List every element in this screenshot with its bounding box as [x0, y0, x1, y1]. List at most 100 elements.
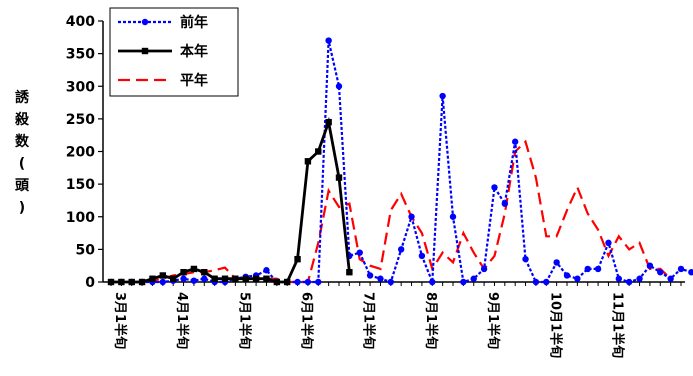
data-point: [138, 278, 146, 286]
data-point: [532, 278, 540, 286]
data-point: [677, 265, 685, 273]
data-point: [470, 275, 477, 282]
data-point: [625, 278, 633, 286]
data-point: [553, 259, 560, 266]
data-point: [118, 278, 125, 286]
y-axis-label-char: 頭: [15, 178, 30, 194]
data-point: [418, 252, 426, 260]
data-point: [429, 278, 436, 286]
y-tick-label: 350: [66, 47, 95, 63]
data-point: [511, 138, 519, 145]
data-point: [211, 275, 218, 282]
data-point: [180, 269, 187, 276]
y-axis-label-char: 殺: [14, 111, 30, 128]
data-point: [574, 275, 581, 282]
data-point: [335, 174, 343, 181]
y-tick-label: 50: [76, 242, 96, 258]
x-tick-label: 5月1半旬: [236, 292, 252, 349]
data-point: [615, 275, 623, 282]
y-axis-label-char: (: [19, 156, 25, 172]
data-point: [636, 275, 643, 282]
data-point: [252, 275, 260, 282]
data-point: [563, 272, 571, 279]
data-point: [190, 277, 198, 284]
data-point: [304, 278, 312, 286]
axes: 0 50 100 150 200 250 300 350 400 3月1半旬 4月1半旬 5月1半旬 6…: [66, 14, 685, 358]
data-point: [387, 278, 395, 286]
data-point: [594, 265, 602, 273]
data-point: [242, 275, 249, 282]
data-point: [294, 255, 301, 263]
data-point: [501, 200, 509, 207]
x-tick-label: 9月1半旬: [485, 292, 501, 349]
data-point: [346, 269, 353, 276]
x-tick-label: 11月1半旬: [609, 292, 625, 358]
data-point: [294, 278, 301, 286]
data-point: [397, 246, 405, 253]
data-point: [325, 37, 332, 44]
y-tick-label: 100: [66, 210, 95, 226]
x-tick-label: 8月1半旬: [423, 292, 439, 349]
x-tick-label: 3月1半旬: [112, 292, 128, 349]
y-tick-label: 0: [85, 275, 95, 291]
y-axis-label-char: 数: [15, 133, 30, 150]
data-point: [543, 278, 550, 286]
data-point: [263, 275, 270, 282]
data-point: [439, 92, 446, 100]
data-point: [657, 269, 664, 276]
data-point: [377, 275, 384, 282]
x-tick-label: 7月1半旬: [361, 292, 377, 349]
data-point: [304, 158, 312, 165]
y-tick-label: 250: [66, 112, 95, 128]
y-tick-label: 200: [66, 145, 95, 161]
data-point: [522, 255, 529, 263]
data-point: [159, 278, 167, 286]
data-point: [356, 249, 363, 256]
data-point: [180, 275, 187, 282]
legend-marker: [141, 18, 149, 26]
y-axis-label-char: ): [19, 200, 25, 216]
data-point: [159, 272, 167, 279]
data-point: [263, 267, 270, 274]
data-point: [232, 275, 239, 282]
y-tick-label: 150: [66, 177, 95, 193]
data-point: [688, 269, 693, 276]
data-point: [491, 184, 498, 191]
data-point: [667, 275, 674, 282]
series-line-平年: [111, 139, 672, 284]
data-point: [315, 148, 322, 155]
y-tick-label: 400: [66, 14, 95, 30]
data-point: [190, 265, 198, 273]
data-point: [646, 262, 654, 269]
data-point: [460, 278, 467, 286]
y-axis-label: 誘殺数 ( 頭): [14, 89, 30, 216]
data-point: [408, 213, 415, 220]
data-point: [149, 275, 156, 282]
data-point: [273, 278, 281, 286]
data-point: [366, 272, 374, 279]
x-tick-label: 4月1半旬: [174, 292, 190, 349]
x-tick-label: 10月1半旬: [547, 292, 563, 358]
series: [107, 37, 693, 286]
series-line-本年: [111, 116, 351, 284]
legend-marker: [141, 47, 149, 55]
data-point: [128, 278, 135, 286]
data-point: [480, 265, 488, 273]
legend-label: 平年: [180, 72, 208, 89]
data-point: [169, 275, 177, 282]
data-point: [605, 239, 612, 247]
data-point: [325, 118, 332, 126]
data-point: [201, 275, 208, 282]
y-tick-label: 300: [66, 79, 95, 95]
legend-label: 前年: [180, 14, 208, 31]
y-axis-label-char: 誘: [15, 89, 30, 106]
data-point: [584, 265, 591, 273]
data-point: [201, 269, 208, 276]
x-tick-label: 6月1半旬: [299, 292, 315, 349]
data-point: [283, 278, 291, 286]
data-point: [335, 83, 343, 90]
legend-label: 本年: [180, 43, 208, 60]
data-point: [315, 278, 322, 286]
